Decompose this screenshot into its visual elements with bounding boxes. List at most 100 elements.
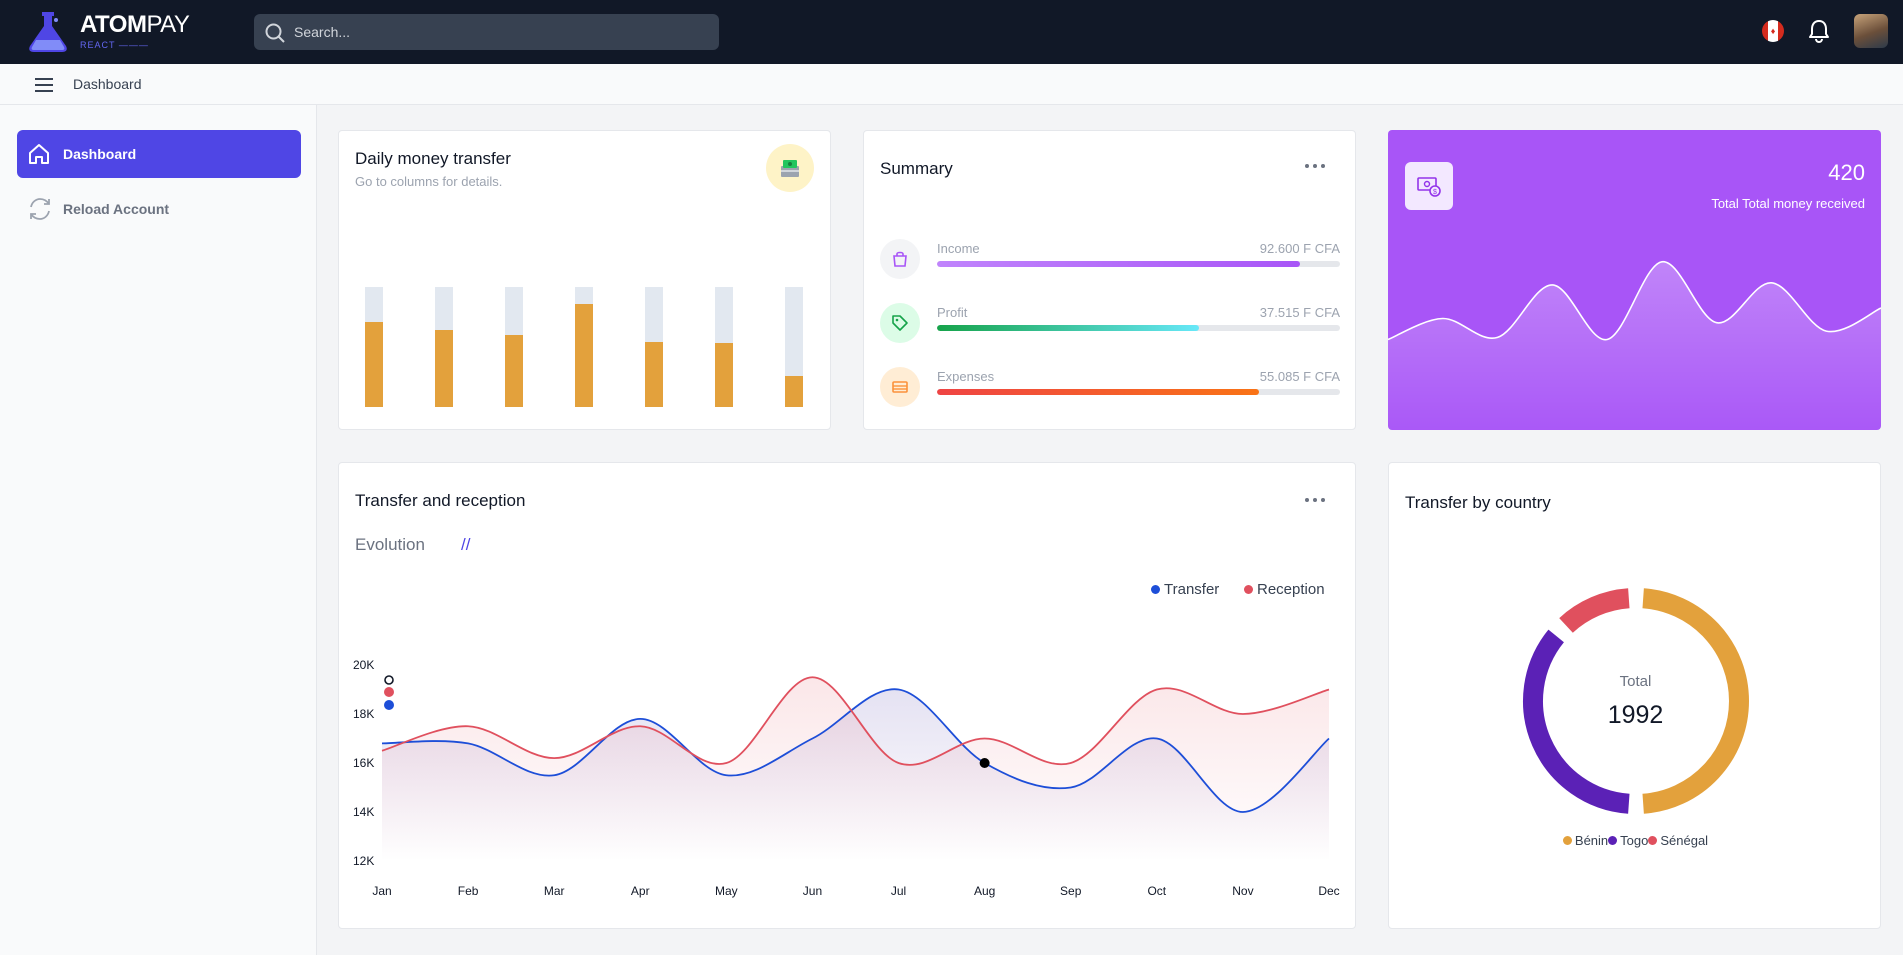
sparkline-line: [1388, 261, 1881, 341]
transfer-reception-chart: 12K 14K 16K 18K 20K Jan Feb Mar Apr May Jun Jul Aug S…: [353, 658, 1340, 898]
data-point[interactable]: [1068, 760, 1074, 766]
daily-bar-remainder: [435, 287, 453, 331]
more-options-icon[interactable]: [1304, 163, 1326, 169]
card-title: Summary: [880, 159, 953, 178]
data-point[interactable]: [1326, 736, 1332, 742]
data-point[interactable]: [637, 723, 643, 729]
summary-row-expenses: Expenses 55.085 F CFA: [880, 367, 1340, 411]
x-tick-label: Jun: [803, 884, 822, 898]
data-point[interactable]: [551, 772, 557, 778]
x-tick-label: Jul: [891, 884, 906, 898]
daily-bar-value: [715, 343, 733, 407]
breadcrumb: Dashboard: [73, 76, 142, 92]
data-point[interactable]: [1068, 785, 1074, 791]
summary-progress-track: [937, 325, 1340, 331]
legend-label: Togo: [1620, 833, 1649, 848]
user-avatar[interactable]: [1854, 14, 1888, 48]
series-line-transfer[interactable]: [381, 688, 1330, 813]
daily-bar[interactable]: [435, 287, 453, 407]
data-point[interactable]: [1154, 687, 1160, 693]
x-tick-label: Aug: [974, 884, 995, 898]
breadcrumb-bar: Dashboard: [0, 64, 1903, 105]
legend-senegal[interactable]: Sénégal: [1648, 833, 1708, 848]
tag-icon: [880, 303, 920, 343]
donut-slice-sénégal[interactable]: [1559, 588, 1630, 633]
daily-bar-value: [575, 303, 593, 407]
daily-bar[interactable]: [575, 287, 593, 407]
data-point[interactable]: [896, 760, 902, 766]
active-point[interactable]: [979, 758, 990, 768]
data-point[interactable]: [1326, 687, 1332, 693]
hover-marker: [384, 675, 394, 685]
legend-label: Bénin: [1574, 833, 1609, 848]
x-tick-label: Dec: [1318, 884, 1339, 898]
legend-dot: [1608, 836, 1618, 845]
data-point[interactable]: [809, 674, 815, 680]
shopping-bag-icon: [880, 239, 920, 279]
summary-value: 55.085 F CFA: [1259, 369, 1340, 384]
data-point[interactable]: [465, 723, 471, 729]
x-tick-label: Jan: [372, 884, 391, 898]
data-point[interactable]: [1240, 711, 1246, 717]
legend-benin[interactable]: Bénin: [1562, 833, 1609, 848]
data-point[interactable]: [723, 772, 729, 778]
transfer-reception-card: Transfer and reception Evolution // Tran…: [338, 462, 1356, 929]
donut-slice-togo[interactable]: [1523, 629, 1630, 814]
evolution-separator: //: [461, 535, 471, 554]
summary-row-profit: Profit 37.515 F CFA: [880, 303, 1340, 347]
donut-slice-bénin[interactable]: [1642, 588, 1749, 814]
card-title: Transfer and reception: [355, 491, 526, 510]
legend-label: Sénégal: [1660, 833, 1709, 848]
legend-label: Transfer: [1164, 581, 1220, 598]
daily-bar-remainder: [505, 287, 523, 335]
sidebar-item-reload-account[interactable]: Reload Account: [17, 185, 301, 233]
sidebar-item-dashboard[interactable]: Dashboard: [17, 130, 301, 178]
logo[interactable]: ATOMPAY REACT ———: [26, 10, 190, 52]
data-point[interactable]: [723, 760, 729, 766]
canada-flag-icon[interactable]: ♦: [1762, 20, 1784, 42]
hover-marker: [384, 700, 394, 710]
data-point[interactable]: [465, 740, 471, 746]
daily-bar[interactable]: [785, 287, 803, 407]
more-options-icon[interactable]: [1304, 497, 1326, 503]
data-point[interactable]: [896, 687, 902, 693]
daily-bar-remainder: [365, 287, 383, 322]
sidebar-item-label: Reload Account: [63, 201, 170, 217]
daily-bar-value: [785, 375, 803, 407]
legend-reception[interactable]: Reception: [1244, 581, 1325, 598]
hover-marker: [384, 687, 394, 697]
data-point[interactable]: [637, 716, 643, 722]
daily-bar[interactable]: [645, 287, 663, 407]
legend-transfer[interactable]: Transfer: [1151, 581, 1219, 598]
data-point[interactable]: [379, 748, 385, 754]
data-point[interactable]: [809, 736, 815, 742]
daily-bar[interactable]: [715, 287, 733, 407]
daily-bar[interactable]: [505, 287, 523, 407]
notification-bell-icon[interactable]: [1806, 18, 1832, 44]
search-input[interactable]: [294, 24, 719, 40]
data-point[interactable]: [379, 740, 385, 746]
summary-progress-fill: [937, 389, 1260, 395]
legend-dot: [1648, 836, 1658, 845]
summary-progress-track: [937, 261, 1340, 267]
x-tick-label: Feb: [458, 884, 479, 898]
x-tick-label: May: [715, 884, 738, 898]
svg-text:$: $: [1433, 189, 1437, 196]
legend-dot: [1151, 585, 1160, 594]
summary-progress-fill: [937, 261, 1300, 267]
money-received-card: $ 420 Total Total money received: [1388, 130, 1881, 430]
series-line-reception[interactable]: [381, 676, 1330, 766]
data-point[interactable]: [1154, 736, 1160, 742]
legend-togo[interactable]: Togo: [1608, 833, 1648, 848]
summary-progress-track: [937, 389, 1340, 395]
data-point[interactable]: [1240, 809, 1246, 815]
sparkline-area: [1388, 261, 1881, 430]
search-icon: [265, 23, 285, 43]
money-exchange-icon[interactable]: $: [1405, 162, 1453, 210]
menu-toggle-icon[interactable]: [34, 76, 54, 94]
daily-bar[interactable]: [365, 287, 383, 407]
money-icon[interactable]: [766, 144, 814, 192]
data-point[interactable]: [982, 736, 988, 742]
data-point[interactable]: [551, 755, 557, 761]
search-box[interactable]: [254, 14, 719, 50]
